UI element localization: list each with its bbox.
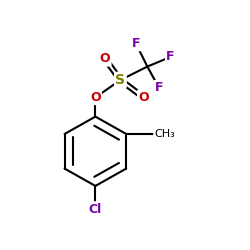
Text: O: O — [100, 52, 110, 65]
Text: F: F — [155, 81, 163, 94]
Text: O: O — [138, 91, 149, 104]
Text: Cl: Cl — [89, 202, 102, 215]
Text: S: S — [116, 73, 126, 87]
Text: F: F — [166, 50, 175, 64]
Text: F: F — [132, 37, 140, 50]
Text: CH₃: CH₃ — [154, 129, 175, 139]
Text: O: O — [90, 91, 101, 104]
